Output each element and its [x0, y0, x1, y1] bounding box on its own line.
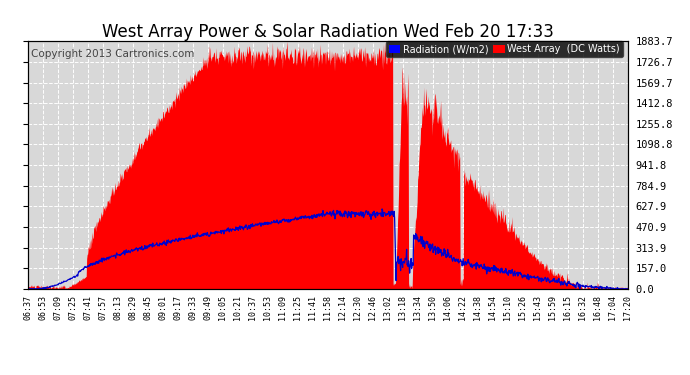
Text: Copyright 2013 Cartronics.com: Copyright 2013 Cartronics.com	[30, 49, 194, 58]
Title: West Array Power & Solar Radiation Wed Feb 20 17:33: West Array Power & Solar Radiation Wed F…	[102, 23, 553, 41]
Legend: Radiation (W/m2), West Array  (DC Watts): Radiation (W/m2), West Array (DC Watts)	[386, 41, 623, 57]
